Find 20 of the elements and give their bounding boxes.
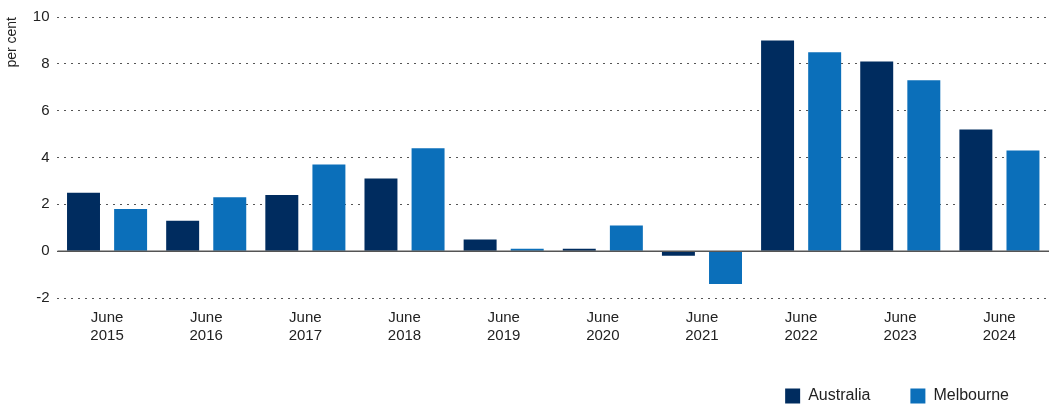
x-tick-label: June 2024 [982, 308, 1017, 344]
x-tick-label: June 2015 [90, 308, 124, 344]
y-tick-label: 2 [41, 194, 50, 212]
y-tick-label: 8 [41, 53, 50, 71]
y-tick-label: 0 [41, 241, 50, 259]
x-tick-label: June 2016 [189, 308, 223, 344]
x-tick-label: June 2018 [387, 308, 422, 344]
y-tick-label: 10 [32, 7, 50, 25]
y-tick-label: 6 [41, 100, 50, 118]
x-tick-label: June 2021 [685, 308, 719, 344]
legend-label: Melbourne [933, 386, 1010, 404]
x-tick-label: June 2020 [586, 308, 620, 344]
x-tick-label: June 2019 [486, 308, 521, 344]
x-tick-label: June 2022 [784, 308, 818, 344]
x-tick-label: June 2017 [288, 308, 323, 344]
y-axis-title: per cent [3, 16, 20, 68]
y-tick-label: 4 [41, 147, 50, 165]
x-tick-label: June 2023 [883, 308, 917, 344]
legend-label: Australia [808, 386, 871, 404]
y-tick-label: -2 [36, 288, 50, 306]
